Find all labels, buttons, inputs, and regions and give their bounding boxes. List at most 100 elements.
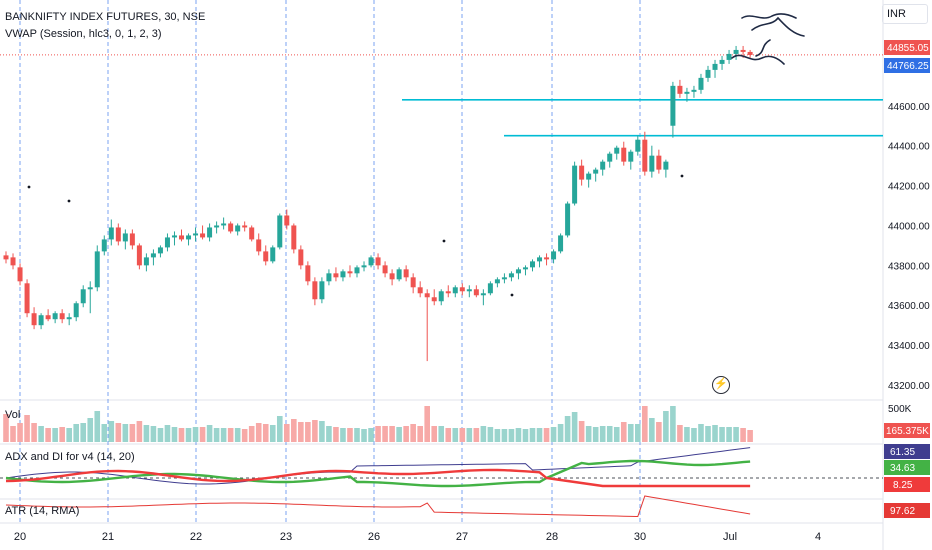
x-tick-label: Jul — [723, 531, 737, 543]
candle-body — [459, 287, 465, 292]
candle-body — [424, 293, 430, 298]
volume-bar — [199, 427, 206, 442]
volume-bar — [677, 425, 683, 442]
y-tick-label: 43400.00 — [888, 341, 930, 352]
adx-value-badge — [884, 444, 930, 459]
vol-title: Vol — [5, 409, 20, 421]
last-price-badge — [884, 40, 930, 55]
volume-bar — [178, 428, 185, 442]
volume-bar — [747, 430, 753, 442]
candle-body — [31, 313, 37, 326]
volume-bar — [101, 424, 108, 442]
volume-bar — [543, 428, 550, 442]
candle-body — [586, 173, 592, 180]
volume-bar — [536, 428, 543, 442]
volume-bar — [459, 428, 466, 442]
candle-body — [389, 273, 395, 280]
candle-body — [698, 77, 704, 90]
lightning-icon[interactable]: ⚡ — [712, 376, 730, 394]
candle-body — [305, 265, 311, 282]
volume-bar — [291, 419, 297, 442]
volume-bar — [136, 421, 143, 442]
volume-bar — [10, 426, 16, 442]
volume-bar — [487, 427, 494, 442]
currency-selector[interactable]: INR — [882, 4, 928, 24]
candle-body — [38, 315, 44, 326]
di-minus-value-badge — [884, 477, 930, 492]
volume-bar — [340, 428, 346, 442]
candle-body — [438, 291, 444, 302]
atr-value-badge — [884, 503, 930, 518]
volume-bar — [382, 426, 388, 442]
candle-body — [670, 85, 676, 126]
volume-bar — [417, 426, 423, 442]
horizontal-level-lines[interactable] — [402, 99, 883, 137]
volume-bar — [213, 428, 220, 442]
candle-body — [544, 257, 550, 260]
candle-body — [705, 69, 711, 78]
volume-bar — [719, 427, 725, 442]
volume-bar — [361, 429, 367, 442]
volume-bar — [255, 423, 262, 442]
volume-bar — [438, 426, 445, 442]
symbol-title: BANKNIFTY INDEX FUTURES, 30, NSE — [5, 11, 205, 23]
last-price-badge-text: 44855.05 — [887, 43, 929, 54]
vwap-title: VWAP (Session, hlc3, 0, 1, 2, 3) — [5, 28, 162, 40]
volume-bar — [501, 429, 508, 442]
candle-body — [361, 265, 367, 268]
candle-body — [228, 223, 234, 232]
volume-bar — [73, 424, 79, 442]
candle-body — [221, 223, 227, 226]
di-plus-value-badge — [884, 460, 930, 475]
volume-bar — [262, 424, 269, 442]
volume-bar — [164, 425, 171, 442]
candle-body — [480, 293, 486, 296]
candle-body — [522, 267, 528, 270]
x-tick-label: 22 — [190, 531, 202, 543]
candle-body — [649, 155, 655, 172]
volume-bar — [3, 414, 9, 442]
volume-bar — [452, 428, 459, 442]
candle-body — [214, 225, 220, 228]
volume-bar — [740, 428, 746, 442]
volume-bar — [94, 411, 101, 442]
candle-body — [143, 257, 149, 266]
volume-bar — [445, 428, 452, 442]
candle-body — [263, 251, 269, 262]
candle-body — [10, 257, 16, 266]
candle-body — [347, 271, 353, 274]
candle-body — [17, 267, 23, 282]
candle-body — [501, 277, 507, 280]
vwap-price-badge — [884, 58, 930, 73]
volume-bar — [585, 426, 592, 442]
candle-body — [537, 257, 543, 262]
candle-body — [66, 317, 72, 320]
volume-bar — [410, 424, 416, 442]
candle-body — [712, 63, 718, 70]
candle-body — [179, 235, 184, 240]
volume-bar — [431, 426, 438, 442]
candle-body — [115, 227, 121, 242]
candle-body — [319, 281, 325, 300]
volume-bar — [298, 422, 304, 442]
candle-body — [635, 139, 641, 152]
candle-body — [333, 273, 339, 278]
volume-bar — [143, 425, 150, 442]
vol-value-badge — [884, 423, 930, 438]
price-axis-labels: 44600.00 44400.00 44200.00 44000.00 43800.00… — [888, 102, 930, 392]
volume-bars — [3, 406, 753, 442]
volume-bar — [403, 426, 409, 442]
atr-value-badge-text: 97.62 — [890, 506, 915, 517]
candle-body — [354, 267, 360, 274]
x-tick-label: 27 — [456, 531, 468, 543]
y-tick-label: 44600.00 — [888, 102, 930, 113]
di-plus-line — [5, 459, 751, 488]
candle-body — [740, 49, 746, 52]
volume-bar — [234, 428, 241, 442]
vol-value-badge-text: 165.375K — [886, 426, 929, 437]
candle-body — [719, 59, 725, 64]
x-tick-label: 30 — [634, 531, 646, 543]
volume-bar — [38, 426, 44, 442]
candle-body — [340, 271, 346, 278]
